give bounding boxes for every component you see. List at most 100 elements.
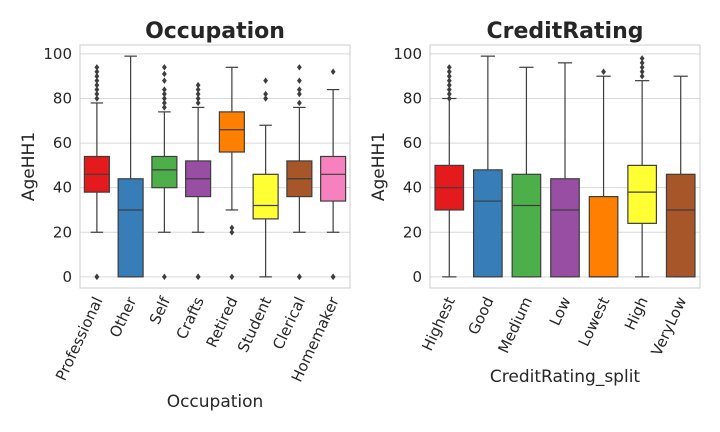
- outlier-point: [446, 90, 452, 98]
- x-tick-label: Self: [146, 293, 175, 327]
- outlier-point: [94, 64, 100, 71]
- box-other: [117, 55, 144, 278]
- box-body: [627, 164, 658, 224]
- x-tick-label: Low: [546, 294, 575, 328]
- outlier-point: [94, 68, 100, 75]
- outlier-point: [639, 59, 645, 67]
- outlier-point: [446, 95, 452, 102]
- outlier-point: [161, 64, 167, 71]
- x-tick-label: Crafts: [173, 294, 208, 342]
- outlier-point: [446, 68, 452, 75]
- y-tick-label: 40: [403, 179, 422, 197]
- outlier-point: [263, 95, 269, 102]
- box-body: [218, 111, 245, 153]
- x-tick-label: Good: [464, 294, 497, 337]
- plot-frame: [79, 44, 351, 289]
- outlier-point: [94, 90, 100, 98]
- box-self: [151, 64, 178, 281]
- y-tick-label: 20: [403, 223, 422, 241]
- y-tick-label: 100: [43, 45, 72, 63]
- outlier-point: [446, 64, 452, 71]
- outlier-point: [296, 77, 302, 84]
- plot-frame: [429, 44, 701, 289]
- y-tick-label: 60: [403, 134, 422, 152]
- outlier-point: [161, 99, 167, 107]
- outlier-point: [229, 229, 235, 236]
- box-crafts: [185, 81, 212, 281]
- outlier-point: [94, 86, 100, 93]
- box-body: [151, 155, 178, 189]
- box-body: [511, 173, 542, 278]
- outlier-point: [94, 77, 100, 84]
- y-axis-label: AgeHH1: [19, 132, 39, 201]
- chart-title: Occupation: [145, 19, 285, 44]
- outlier-point: [195, 90, 201, 98]
- outlier-point: [195, 273, 201, 281]
- x-tick-label: High: [621, 294, 652, 333]
- box-body: [665, 173, 696, 278]
- box-body: [550, 178, 580, 278]
- y-axis-label: AgeHH1: [369, 132, 389, 201]
- outlier-point: [601, 68, 606, 75]
- box-body: [117, 178, 144, 278]
- x-axis-label: Occupation: [167, 392, 264, 412]
- outlier-point: [195, 81, 201, 89]
- y-tick-label: 0: [412, 268, 422, 286]
- box-clerical: [286, 64, 313, 281]
- box-homemaker: [320, 68, 347, 281]
- x-tick-label: VeryLow: [647, 294, 690, 359]
- box-good: [472, 55, 503, 278]
- x-tick-label: Highest: [418, 294, 459, 354]
- box-body: [472, 169, 503, 278]
- x-tick-label: Professional: [52, 294, 106, 383]
- outlier-point: [263, 77, 269, 84]
- outlier-point: [446, 77, 452, 84]
- outlier-point: [195, 95, 201, 102]
- outlier-point: [161, 86, 167, 93]
- y-tick-label: 40: [53, 179, 72, 197]
- outlier-point: [296, 86, 302, 93]
- outlier-point: [330, 68, 336, 75]
- outlier-point: [161, 273, 167, 281]
- outlier-point: [161, 104, 167, 111]
- box-lowest: [588, 68, 619, 278]
- outlier-point: [296, 64, 302, 71]
- outlier-point: [94, 95, 100, 102]
- x-tick-label: Lowest: [575, 294, 614, 349]
- box-body: [320, 155, 347, 202]
- box-body: [588, 195, 619, 278]
- outlier-point: [161, 77, 167, 84]
- outlier-point: [263, 90, 269, 98]
- outlier-point: [195, 86, 201, 93]
- box-highest: [434, 64, 465, 278]
- outlier-point: [639, 68, 645, 75]
- box-high: [627, 55, 658, 278]
- box-verylow: [665, 75, 696, 278]
- box-body: [252, 173, 279, 220]
- outlier-point: [229, 224, 235, 232]
- outlier-point: [161, 95, 167, 102]
- outlier-point: [229, 273, 235, 281]
- box-student: [252, 77, 279, 278]
- x-tick-label: Other: [106, 293, 141, 340]
- y-tick-label: 100: [393, 45, 422, 63]
- outlier-point: [296, 90, 302, 98]
- box-medium: [511, 66, 542, 278]
- outlier-point: [195, 99, 201, 107]
- outlier-point: [639, 64, 645, 71]
- outlier-point: [161, 90, 167, 98]
- outlier-point: [446, 81, 452, 89]
- y-tick-label: 0: [62, 268, 72, 286]
- chart-title: CreditRating: [487, 19, 644, 44]
- y-tick-label: 80: [403, 90, 422, 108]
- outlier-point: [330, 273, 336, 281]
- outlier-point: [94, 81, 100, 89]
- box-low: [550, 62, 580, 278]
- outlier-point: [639, 73, 645, 80]
- outlier-point: [94, 73, 100, 80]
- outlier-point: [639, 55, 645, 62]
- outlier-point: [161, 70, 167, 78]
